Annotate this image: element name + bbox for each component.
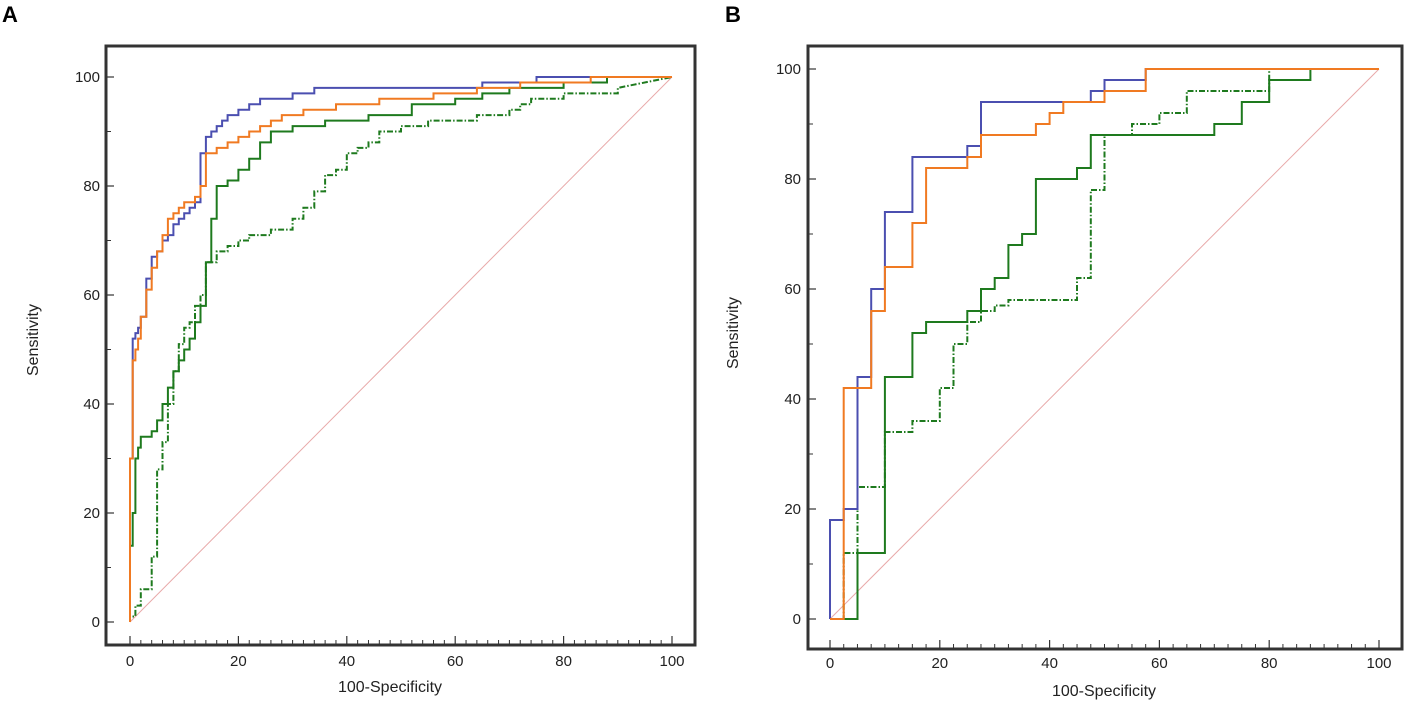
panel-b-ytick-label: 20 <box>784 501 801 518</box>
panel-a-xtick-label: 20 <box>230 653 247 670</box>
panel-a-xtick-label: 80 <box>555 653 572 670</box>
panel-b-xtick-label: 40 <box>1041 655 1058 672</box>
panel-a-letter: A <box>2 2 18 27</box>
panel-a-roc-curve-moderate <box>129 76 672 622</box>
panel-a-xtick-label: 40 <box>338 653 355 670</box>
panel-b-ytick-label: 40 <box>784 391 801 408</box>
panel-a-ytick-label: 60 <box>83 287 100 304</box>
panel-b-ytick-label: 60 <box>784 281 801 298</box>
panel-b-roc-curve-moderate <box>830 68 1379 620</box>
panel-b-axes: 0 20 40 60 80 100 0 20 40 60 80 100 100-Specificity S… <box>725 61 1392 700</box>
panel-a-xtick-label: 100 <box>659 653 684 670</box>
panel-a-roc-curve-whole <box>129 76 673 622</box>
panel-a-x-axis-title: 100-Specificity <box>338 679 442 696</box>
panel-b: B 0 20 40 60 80 100 0 20 40 60 80 100 100-Specificit… <box>725 2 1404 700</box>
panel-b-ytick-label: 100 <box>776 61 801 78</box>
panel-b-ytick-label: 0 <box>793 611 801 628</box>
panel-a-xtick-label: 0 <box>126 653 134 670</box>
panel-a-xtick-label: 60 <box>447 653 464 670</box>
panel-b-roc-curve-late <box>830 68 1379 620</box>
panel-b-letter: B <box>725 2 741 27</box>
panel-a: A 0 20 40 60 80 100 0 20 40 60 80 100 100-Specificit… <box>2 2 697 696</box>
panel-b-xtick-label: 20 <box>931 655 948 672</box>
panel-b-xtick-label: 80 <box>1261 655 1278 672</box>
panel-b-roc-curve-whole <box>830 68 1379 620</box>
panel-a-ytick-label: 20 <box>83 505 100 522</box>
panel-b-xtick-label: 60 <box>1151 655 1168 672</box>
panel-a-roc-curve-late <box>129 76 672 622</box>
panel-b-reference-diagonal <box>829 68 1380 620</box>
panel-b-y-axis-title: Sensitivity <box>725 297 742 369</box>
panel-a-ytick-label: 40 <box>83 396 100 413</box>
panel-b-x-axis-title: 100-Specificity <box>1052 683 1156 700</box>
panel-b-ytick-label: 80 <box>784 171 801 188</box>
panel-b-frame <box>806 44 1404 651</box>
panel-a-frame <box>104 44 697 647</box>
panel-a-axes: 0 20 40 60 80 100 0 20 40 60 80 100 100-Specificity S… <box>25 69 685 696</box>
panel-a-reference-diagonal <box>129 76 673 623</box>
panel-a-y-axis-title: Sensitivity <box>25 304 42 376</box>
panel-b-xtick-label: 100 <box>1366 655 1391 672</box>
panel-a-plot-area <box>129 76 673 623</box>
panel-a-ytick-label: 80 <box>83 178 100 195</box>
panel-b-plot-area <box>829 68 1380 620</box>
panel-a-ytick-label: 0 <box>92 614 100 631</box>
panel-a-ytick-label: 100 <box>75 69 100 86</box>
panel-b-xtick-label: 0 <box>826 655 834 672</box>
